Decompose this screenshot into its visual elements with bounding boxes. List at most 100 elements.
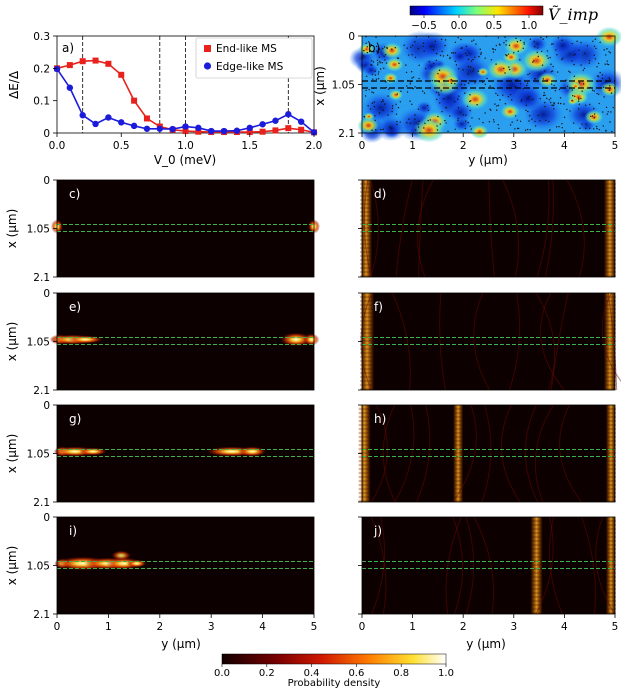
impurity-dot <box>450 79 453 81</box>
impurity-dot <box>603 49 605 51</box>
probability-colorbar <box>221 653 447 665</box>
impurity-dot <box>545 36 548 38</box>
impurity-dot <box>573 63 575 66</box>
impurity-dot <box>480 53 482 56</box>
x-tick-label: 2.0 <box>306 140 323 152</box>
impurity-dot <box>398 62 400 65</box>
impurity-dot <box>470 100 472 102</box>
impurity-dot <box>503 42 505 44</box>
y-tick-label: 1.05 <box>27 561 50 573</box>
impurity-dot <box>489 85 491 87</box>
impurity-dot <box>497 124 499 126</box>
impurity-dot <box>482 121 484 124</box>
impurity-dot <box>588 62 590 64</box>
density-trace <box>535 516 554 615</box>
impurity-dot <box>412 76 415 78</box>
density-trace <box>418 179 424 278</box>
impurity-dot <box>405 64 407 66</box>
y-tick-label: 2.1 <box>33 385 50 397</box>
impurity-dot <box>557 37 560 39</box>
impurity-dot <box>522 47 524 50</box>
impurity-dot <box>552 104 555 107</box>
impurity-dot <box>579 127 581 129</box>
impurity-dot <box>534 78 537 80</box>
panel-a-xlabel: V_0 (meV) <box>154 153 216 167</box>
impurity-dot <box>592 40 594 43</box>
impurity-dot <box>544 94 546 96</box>
impurity-dot <box>397 106 400 109</box>
impurity-dot <box>471 117 473 119</box>
density-spot <box>78 447 107 456</box>
impurity-dot <box>414 114 416 116</box>
impurity-dot <box>467 82 470 84</box>
impurity-dot <box>427 109 430 112</box>
density-bg <box>362 517 615 614</box>
impurity-dot <box>477 70 480 72</box>
impurity-dot <box>443 97 445 100</box>
panel-a-ticks: 0.0 0.5 1.0 1.5 2.0 0 0.1 0.2 0.3 <box>33 31 322 152</box>
impurity-dot <box>475 43 477 45</box>
impurity-dot <box>466 105 469 108</box>
y-axis-label: x (μm) <box>5 546 19 586</box>
series-1-point <box>92 120 99 128</box>
x-tick-label: 0 <box>359 140 366 152</box>
density-trace <box>500 404 521 503</box>
legend-end-like-label: End-like MS <box>216 43 277 55</box>
impurity-dot <box>421 90 424 92</box>
series-1-point <box>195 124 202 132</box>
density-trace <box>481 404 492 503</box>
impurity-dot <box>469 125 471 127</box>
density-edge-band <box>603 180 616 277</box>
y-tick-label: 0 <box>43 288 50 300</box>
impurity-dot <box>602 125 604 127</box>
panel-b-vimp-title: Ṽ_imp <box>548 4 598 24</box>
impurity-dot <box>409 100 411 102</box>
impurity-dot <box>467 121 469 124</box>
impurity-dot <box>578 81 581 84</box>
high-region <box>384 57 404 72</box>
impurity-dot <box>555 126 558 128</box>
series-0-point <box>131 97 138 104</box>
impurity-dot <box>606 48 608 50</box>
y-tick-label: 0 <box>43 512 50 524</box>
impurity-dot <box>553 84 555 87</box>
impurity-dot <box>581 90 583 92</box>
impurity-dot <box>363 49 365 52</box>
impurity-dot <box>383 46 386 48</box>
colorbar-tick-label: 0.0 <box>214 668 230 679</box>
y-tick-label: 0.1 <box>33 96 50 108</box>
impurity-dot <box>397 57 399 59</box>
impurity-dot <box>609 121 611 123</box>
impurity-dot <box>603 96 605 98</box>
impurity-dot <box>573 75 576 77</box>
impurity-dot <box>441 110 443 113</box>
x-tick-label: 5 <box>311 621 318 633</box>
impurity-dot <box>450 82 453 85</box>
density-trace <box>371 516 385 615</box>
impurity-dot <box>378 56 381 59</box>
panel-label: c) <box>69 187 80 201</box>
impurity-dot <box>543 101 546 104</box>
impurity-dot <box>437 72 439 75</box>
impurity-dot <box>509 124 512 126</box>
x-tick-label: 1.5 <box>241 140 258 152</box>
impurity-dot <box>533 78 536 80</box>
impurity-dot <box>418 64 420 67</box>
density-trace <box>566 179 585 278</box>
impurity-dot <box>523 41 525 44</box>
series-1-point <box>143 125 151 132</box>
probability-colorbar-ticks: 0.0 0.2 0.4 0.6 0.8 1.0 <box>214 664 454 679</box>
impurity-dot <box>608 89 611 91</box>
impurity-dot <box>437 92 440 94</box>
impurity-dot <box>524 129 527 131</box>
density-spot <box>303 333 320 346</box>
impurity-dot <box>534 120 536 123</box>
impurity-dot <box>470 60 473 62</box>
impurity-dot <box>462 114 464 116</box>
impurity-dot <box>418 77 420 80</box>
impurity-dot <box>528 120 530 122</box>
impurity-dot <box>391 48 393 50</box>
impurity-dot <box>539 120 541 122</box>
density-panel-j: j) 0 1 2 3 4 5 <box>358 516 618 633</box>
